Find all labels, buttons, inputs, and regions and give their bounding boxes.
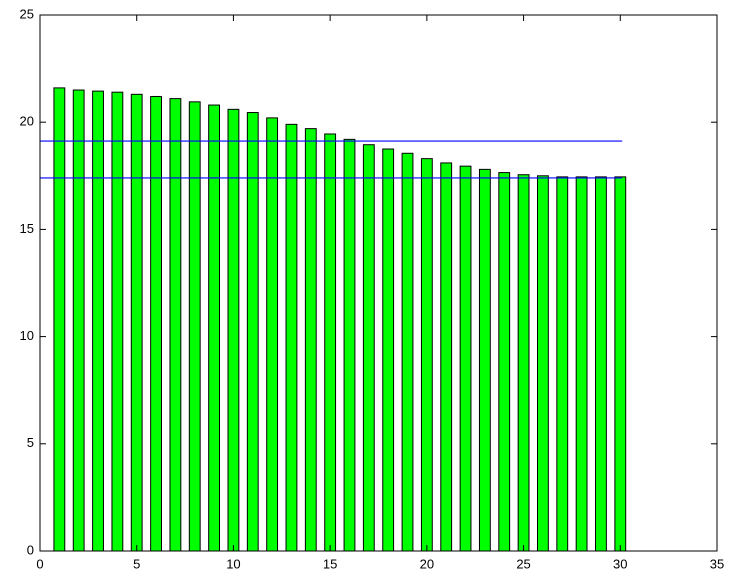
bar xyxy=(536,175,549,552)
bar xyxy=(266,117,279,552)
bar xyxy=(285,123,298,552)
bar xyxy=(72,89,85,552)
y-tick-label: 0 xyxy=(27,542,34,557)
x-tick-label: 15 xyxy=(323,556,337,571)
y-tick-label: 20 xyxy=(20,114,34,129)
x-tick-label: 0 xyxy=(36,556,43,571)
y-tick-label: 10 xyxy=(20,328,34,343)
bar xyxy=(556,176,569,552)
bar xyxy=(440,162,453,552)
bar xyxy=(595,176,607,552)
x-tick-label: 25 xyxy=(516,556,530,571)
bar xyxy=(459,165,472,552)
bar xyxy=(498,172,511,552)
y-tick-label: 5 xyxy=(27,435,34,450)
bar xyxy=(362,144,375,552)
y-tick-label: 15 xyxy=(20,221,34,236)
bar xyxy=(150,95,162,552)
bar xyxy=(324,133,337,552)
bar xyxy=(53,87,66,552)
bar xyxy=(382,148,395,552)
bar xyxy=(478,168,491,552)
x-tick-label: 35 xyxy=(710,556,724,571)
x-tick-label: 20 xyxy=(420,556,434,571)
bar xyxy=(92,90,104,552)
x-tick-label: 30 xyxy=(613,556,627,571)
bar xyxy=(130,93,143,552)
bar xyxy=(227,108,240,552)
bar xyxy=(614,176,627,552)
bar xyxy=(420,158,433,552)
x-tick-label: 10 xyxy=(226,556,240,571)
bar xyxy=(188,101,201,552)
x-tick-label: 5 xyxy=(133,556,140,571)
axes-box xyxy=(39,14,718,552)
bar xyxy=(208,104,221,552)
y-tick-label: 25 xyxy=(20,6,34,21)
bar xyxy=(343,138,356,552)
bar xyxy=(575,176,588,552)
bar xyxy=(111,91,124,552)
bar xyxy=(304,128,317,552)
bar xyxy=(517,174,530,552)
bar xyxy=(169,98,182,552)
bar xyxy=(401,152,414,552)
